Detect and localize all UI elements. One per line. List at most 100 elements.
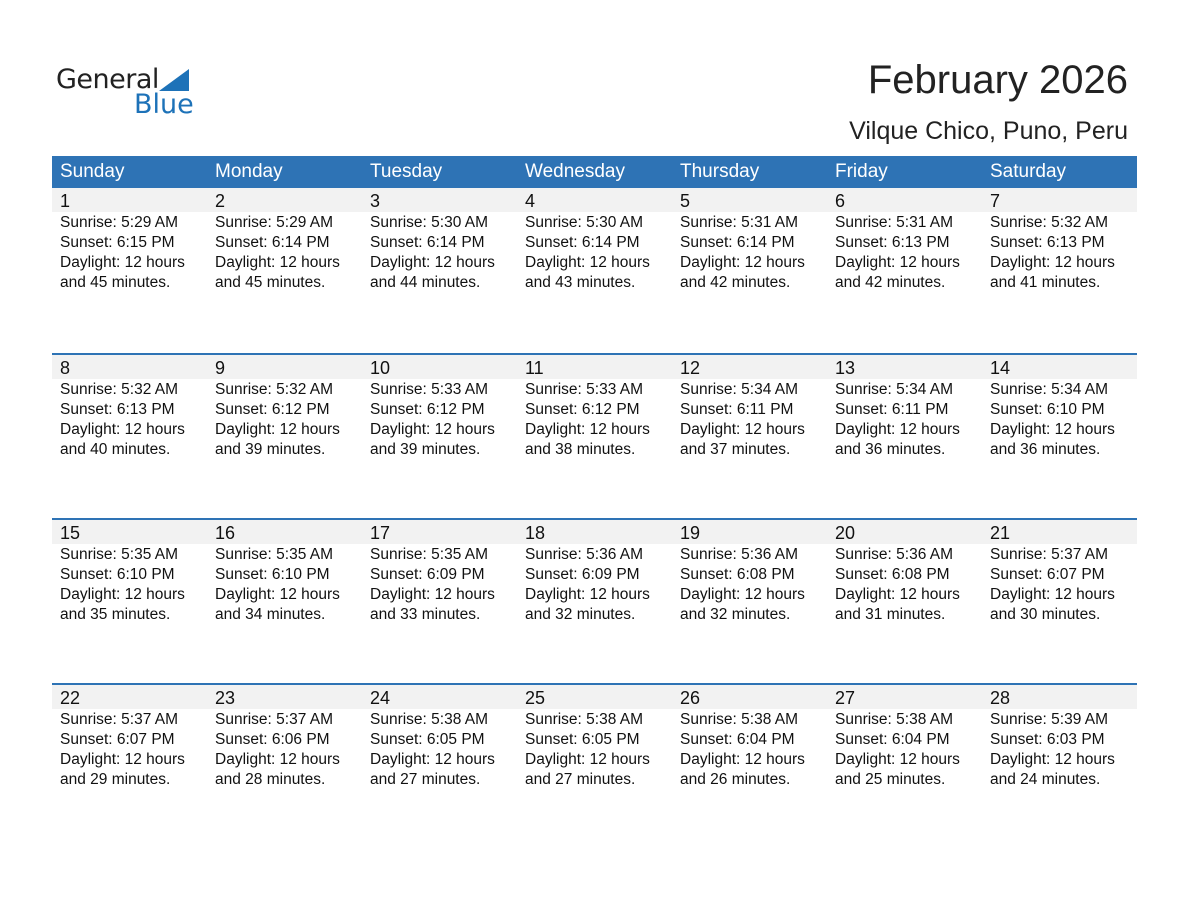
minutes-text: and 27 minutes. bbox=[525, 771, 636, 788]
day-number: 5 bbox=[680, 191, 691, 211]
daylight-text: Daylight: 12 hours bbox=[835, 586, 960, 603]
day-number: 1 bbox=[60, 191, 71, 211]
daylight-text: Daylight: 12 hours bbox=[525, 751, 650, 768]
day-cell: Sunrise: 5:37 AM Sunset: 6:06 PM Daylight:… bbox=[207, 709, 362, 790]
sunrise-text: Sunrise: 5:35 AM bbox=[370, 546, 489, 563]
day-number: 10 bbox=[370, 358, 391, 378]
daylight-text: Daylight: 12 hours bbox=[525, 421, 650, 438]
day-number: 28 bbox=[990, 688, 1011, 708]
day-cell: Sunrise: 5:38 AM Sunset: 6:04 PM Daylight:… bbox=[672, 709, 827, 790]
day-number: 8 bbox=[60, 358, 71, 378]
sunrise-text: Sunrise: 5:34 AM bbox=[680, 381, 799, 398]
calendar: Sunday Monday Tuesday Wednesday Thursday Frid… bbox=[52, 156, 1137, 848]
sunrise-text: Sunrise: 5:33 AM bbox=[525, 381, 644, 398]
minutes-text: and 44 minutes. bbox=[370, 274, 481, 291]
sunset-text: Sunset: 6:12 PM bbox=[215, 401, 330, 418]
sunrise-text: Sunrise: 5:29 AM bbox=[60, 214, 179, 231]
sunrise-text: Sunrise: 5:33 AM bbox=[370, 381, 489, 398]
day-number-band: 22 23 24 25 26 27 28 bbox=[52, 685, 1137, 709]
sunset-text: Sunset: 6:08 PM bbox=[680, 566, 795, 583]
sunrise-text: Sunrise: 5:35 AM bbox=[60, 546, 179, 563]
day-number: 7 bbox=[990, 191, 1001, 211]
day-info-row: Sunrise: 5:32 AM Sunset: 6:13 PM Daylight:… bbox=[52, 379, 1137, 460]
minutes-text: and 34 minutes. bbox=[215, 606, 326, 623]
minutes-text: and 38 minutes. bbox=[525, 441, 636, 458]
day-cell: Sunrise: 5:36 AM Sunset: 6:08 PM Daylight:… bbox=[672, 544, 827, 625]
sunset-text: Sunset: 6:12 PM bbox=[525, 401, 640, 418]
day-cell: Sunrise: 5:35 AM Sunset: 6:09 PM Daylight:… bbox=[362, 544, 517, 625]
minutes-text: and 35 minutes. bbox=[60, 606, 171, 623]
sunset-text: Sunset: 6:03 PM bbox=[990, 731, 1105, 748]
minutes-text: and 24 minutes. bbox=[990, 771, 1101, 788]
week-row: 1 2 3 4 5 6 7 Sunrise: 5:29 AM Sunset: 6:15 PM Da… bbox=[52, 188, 1137, 353]
sunset-text: Sunset: 6:13 PM bbox=[60, 401, 175, 418]
day-number: 26 bbox=[680, 688, 701, 708]
day-cell: Sunrise: 5:33 AM Sunset: 6:12 PM Daylight:… bbox=[362, 379, 517, 460]
day-cell: Sunrise: 5:37 AM Sunset: 6:07 PM Daylight:… bbox=[982, 544, 1137, 625]
daylight-text: Daylight: 12 hours bbox=[370, 751, 495, 768]
minutes-text: and 37 minutes. bbox=[680, 441, 791, 458]
day-cell: Sunrise: 5:35 AM Sunset: 6:10 PM Daylight:… bbox=[52, 544, 207, 625]
day-info-row: Sunrise: 5:37 AM Sunset: 6:07 PM Daylight:… bbox=[52, 709, 1137, 790]
sunrise-text: Sunrise: 5:36 AM bbox=[680, 546, 799, 563]
minutes-text: and 42 minutes. bbox=[680, 274, 791, 291]
day-number: 11 bbox=[525, 358, 544, 378]
sunset-text: Sunset: 6:04 PM bbox=[680, 731, 795, 748]
minutes-text: and 39 minutes. bbox=[370, 441, 481, 458]
week-row: 22 23 24 25 26 27 28 Sunrise: 5:37 AM Sunset: 6:… bbox=[52, 683, 1137, 848]
day-number: 3 bbox=[370, 191, 381, 211]
week-row: 15 16 17 18 19 20 21 Sunrise: 5:35 AM Sunset: 6:… bbox=[52, 518, 1137, 683]
sunset-text: Sunset: 6:10 PM bbox=[215, 566, 330, 583]
sunset-text: Sunset: 6:09 PM bbox=[370, 566, 485, 583]
sunrise-text: Sunrise: 5:39 AM bbox=[990, 711, 1109, 728]
minutes-text: and 39 minutes. bbox=[215, 441, 326, 458]
weekday-monday: Monday bbox=[215, 161, 283, 182]
minutes-text: and 36 minutes. bbox=[990, 441, 1101, 458]
day-cell: Sunrise: 5:29 AM Sunset: 6:15 PM Daylight:… bbox=[52, 212, 207, 293]
minutes-text: and 32 minutes. bbox=[525, 606, 636, 623]
day-cell: Sunrise: 5:30 AM Sunset: 6:14 PM Daylight:… bbox=[517, 212, 672, 293]
daylight-text: Daylight: 12 hours bbox=[215, 586, 340, 603]
day-number-band: 15 16 17 18 19 20 21 bbox=[52, 520, 1137, 544]
day-number-band: 8 9 10 11 12 13 14 bbox=[52, 355, 1137, 379]
sunrise-text: Sunrise: 5:38 AM bbox=[370, 711, 489, 728]
sunrise-text: Sunrise: 5:30 AM bbox=[525, 214, 644, 231]
daylight-text: Daylight: 12 hours bbox=[990, 586, 1115, 603]
day-number: 14 bbox=[990, 358, 1011, 378]
day-cell: Sunrise: 5:35 AM Sunset: 6:10 PM Daylight:… bbox=[207, 544, 362, 625]
day-cell: Sunrise: 5:32 AM Sunset: 6:12 PM Daylight:… bbox=[207, 379, 362, 460]
sunset-text: Sunset: 6:13 PM bbox=[835, 234, 950, 251]
daylight-text: Daylight: 12 hours bbox=[60, 751, 185, 768]
daylight-text: Daylight: 12 hours bbox=[680, 586, 805, 603]
sunset-text: Sunset: 6:14 PM bbox=[215, 234, 330, 251]
day-cell: Sunrise: 5:29 AM Sunset: 6:14 PM Daylight:… bbox=[207, 212, 362, 293]
sunrise-text: Sunrise: 5:37 AM bbox=[60, 711, 179, 728]
day-number: 23 bbox=[215, 688, 236, 708]
daylight-text: Daylight: 12 hours bbox=[680, 421, 805, 438]
day-number: 20 bbox=[835, 523, 856, 543]
day-number: 2 bbox=[215, 191, 226, 211]
day-cell: Sunrise: 5:34 AM Sunset: 6:10 PM Daylight:… bbox=[982, 379, 1137, 460]
week-row: 8 9 10 11 12 13 14 Sunrise: 5:32 AM Sunset: 6:13… bbox=[52, 353, 1137, 518]
weekday-friday: Friday bbox=[835, 161, 888, 182]
day-number: 4 bbox=[525, 191, 536, 211]
day-number: 22 bbox=[60, 688, 81, 708]
daylight-text: Daylight: 12 hours bbox=[835, 751, 960, 768]
minutes-text: and 25 minutes. bbox=[835, 771, 946, 788]
sunset-text: Sunset: 6:14 PM bbox=[680, 234, 795, 251]
day-cell: Sunrise: 5:31 AM Sunset: 6:13 PM Daylight:… bbox=[827, 212, 982, 293]
day-cell: Sunrise: 5:37 AM Sunset: 6:07 PM Daylight:… bbox=[52, 709, 207, 790]
minutes-text: and 45 minutes. bbox=[215, 274, 326, 291]
sunset-text: Sunset: 6:07 PM bbox=[60, 731, 175, 748]
minutes-text: and 32 minutes. bbox=[680, 606, 791, 623]
sunset-text: Sunset: 6:13 PM bbox=[990, 234, 1105, 251]
minutes-text: and 28 minutes. bbox=[215, 771, 326, 788]
sunset-text: Sunset: 6:06 PM bbox=[215, 731, 330, 748]
sunset-text: Sunset: 6:05 PM bbox=[370, 731, 485, 748]
logo-general: General bbox=[56, 64, 159, 95]
sunset-text: Sunset: 6:08 PM bbox=[835, 566, 950, 583]
sunrise-text: Sunrise: 5:36 AM bbox=[525, 546, 644, 563]
day-cell: Sunrise: 5:36 AM Sunset: 6:08 PM Daylight:… bbox=[827, 544, 982, 625]
sunset-text: Sunset: 6:04 PM bbox=[835, 731, 950, 748]
daylight-text: Daylight: 12 hours bbox=[990, 751, 1115, 768]
